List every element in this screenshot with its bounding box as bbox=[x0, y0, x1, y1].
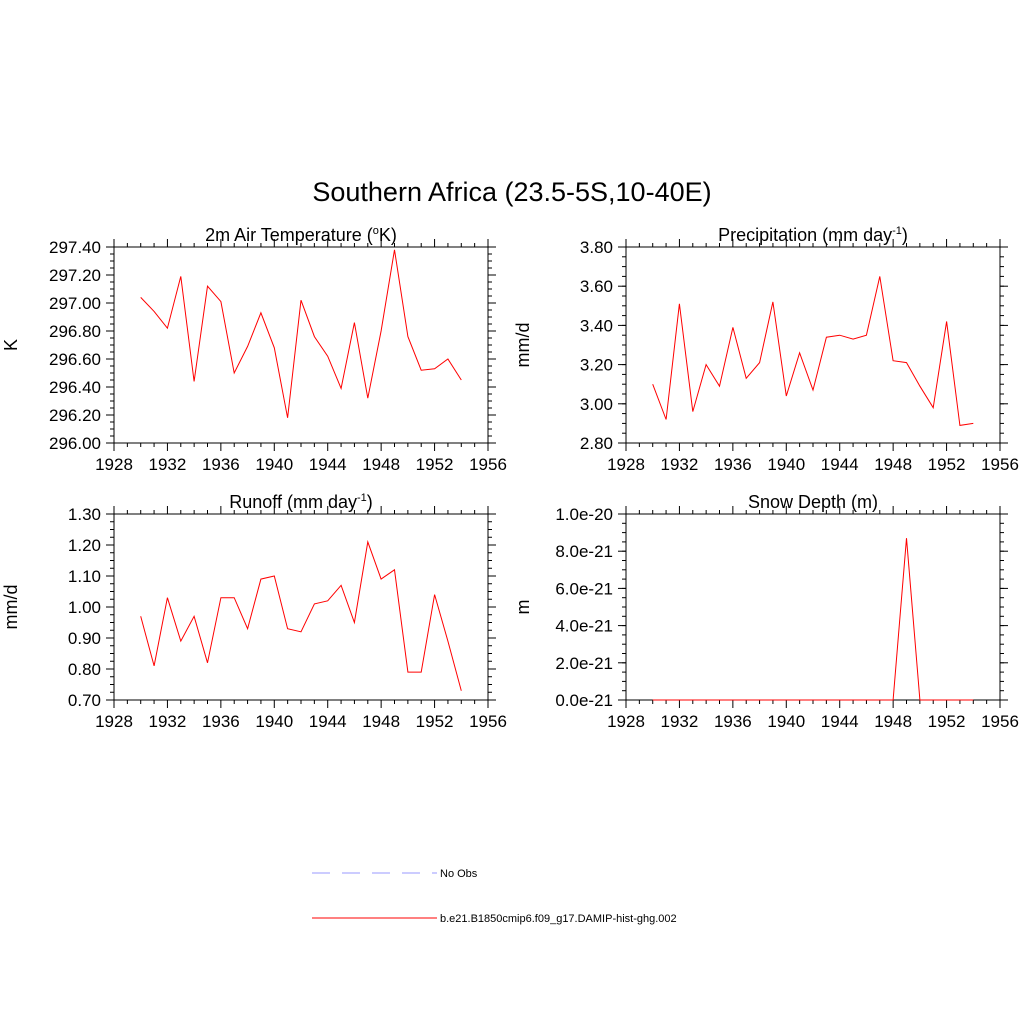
figure-title: Southern Africa (23.5-5S,10-40E) bbox=[312, 177, 711, 207]
y-axis-label: mm/d bbox=[513, 323, 533, 368]
panel-title-superscript: o bbox=[373, 225, 379, 237]
y-tick-label: 1.20 bbox=[68, 536, 101, 555]
series-line bbox=[140, 249, 462, 418]
y-tick-label: 297.00 bbox=[49, 294, 101, 313]
y-tick-label: 1.0e-20 bbox=[555, 505, 613, 524]
plot-frame bbox=[625, 246, 1001, 444]
x-tick-label: 1952 bbox=[928, 712, 966, 731]
y-tick-label: 0.70 bbox=[68, 691, 101, 710]
y-tick-label: 6.0e-21 bbox=[555, 579, 613, 598]
y-tick-label: 1.10 bbox=[68, 567, 101, 586]
x-tick-label: 1948 bbox=[362, 455, 400, 474]
panel-title-main: Runoff (mm day bbox=[229, 492, 357, 512]
panel-snow-depth: Snow Depth (m) 1928 1932 1936 1940 1944 1948 19… bbox=[513, 492, 1019, 731]
y-axis-label: K bbox=[1, 339, 21, 351]
y-tick-label: 8.0e-21 bbox=[555, 542, 613, 561]
x-tick-label: 1944 bbox=[309, 712, 347, 731]
y-tick-label: 296.40 bbox=[49, 378, 101, 397]
panel-title-main: Precipitation (mm day bbox=[718, 225, 892, 245]
panel-title: Precipitation (mm day-1) bbox=[718, 225, 908, 245]
x-tick-label: 1940 bbox=[255, 712, 293, 731]
x-tick-label: 1956 bbox=[981, 455, 1019, 474]
x-tick-label: 1928 bbox=[95, 712, 133, 731]
y-tick-label: 3.20 bbox=[580, 356, 613, 375]
x-tick-label: 1944 bbox=[821, 712, 859, 731]
panel-title-superscript: -1 bbox=[892, 225, 902, 237]
y-tick-label: 3.00 bbox=[580, 395, 613, 414]
panel-title-tail: K) bbox=[379, 225, 397, 245]
x-tick-label: 1944 bbox=[821, 455, 859, 474]
x-tick-label: 1956 bbox=[981, 712, 1019, 731]
y-tick-label: 3.40 bbox=[580, 316, 613, 335]
x-tick-label: 1948 bbox=[874, 712, 912, 731]
x-tick-label: 1956 bbox=[469, 455, 507, 474]
x-tick-label: 1932 bbox=[661, 455, 699, 474]
x-tick-label: 1928 bbox=[607, 712, 645, 731]
legend-label-model: b.e21.B1850cmip6.f09_g17.DAMIP-hist-ghg.… bbox=[440, 913, 677, 925]
panel-title-main: Snow Depth (m) bbox=[748, 492, 878, 512]
y-tick-label: 3.80 bbox=[580, 238, 613, 257]
plot-frame bbox=[113, 246, 489, 444]
x-tick-label: 1936 bbox=[202, 712, 240, 731]
x-tick-label: 1932 bbox=[149, 712, 187, 731]
x-tick-label: 1936 bbox=[714, 712, 752, 731]
legend: No Obs b.e21.B1850cmip6.f09_g17.DAMIP-hi… bbox=[312, 868, 677, 925]
x-tick-label: 1936 bbox=[202, 455, 240, 474]
y-tick-label: 296.20 bbox=[49, 406, 101, 425]
y-tick-label: 296.00 bbox=[49, 434, 101, 453]
panel-title: 2m Air Temperature (oK) bbox=[205, 225, 397, 245]
x-tick-label: 1936 bbox=[714, 455, 752, 474]
plot-frame bbox=[625, 513, 1001, 701]
y-tick-label: 1.00 bbox=[68, 598, 101, 617]
y-tick-label: 2.0e-21 bbox=[555, 654, 613, 673]
panel-title: Runoff (mm day-1) bbox=[229, 492, 373, 512]
y-tick-label: 296.80 bbox=[49, 322, 101, 341]
x-tick-label: 1932 bbox=[661, 712, 699, 731]
panel-runoff: Runoff (mm day-1) 1928 1932 1936 1940 1944 194… bbox=[1, 492, 507, 731]
y-tick-label: 0.0e-21 bbox=[555, 691, 613, 710]
panel-air-temperature: 2m Air Temperature (oK) 1928 1932 1936 1940 1… bbox=[1, 225, 507, 474]
x-tick-label: 1956 bbox=[469, 712, 507, 731]
series-line bbox=[652, 538, 974, 701]
x-tick-label: 1932 bbox=[149, 455, 187, 474]
y-tick-label: 4.0e-21 bbox=[555, 617, 613, 636]
panel-title-main: 2m Air Temperature ( bbox=[205, 225, 373, 245]
x-tick-label: 1940 bbox=[767, 455, 805, 474]
x-tick-label: 1952 bbox=[928, 455, 966, 474]
x-tick-label: 1940 bbox=[255, 455, 293, 474]
x-tick-label: 1928 bbox=[607, 455, 645, 474]
x-tick-label: 1928 bbox=[95, 455, 133, 474]
series-line bbox=[652, 276, 974, 426]
y-tick-label: 0.90 bbox=[68, 629, 101, 648]
x-tick-label: 1948 bbox=[362, 712, 400, 731]
panel-title-tail: ) bbox=[902, 225, 908, 245]
panel-title-superscript: -1 bbox=[357, 492, 367, 504]
panel-title-tail: ) bbox=[367, 492, 373, 512]
x-tick-label: 1952 bbox=[416, 455, 454, 474]
y-tick-label: 0.80 bbox=[68, 660, 101, 679]
y-tick-label: 297.20 bbox=[49, 266, 101, 285]
x-tick-label: 1948 bbox=[874, 455, 912, 474]
x-tick-label: 1940 bbox=[767, 712, 805, 731]
y-tick-label: 296.60 bbox=[49, 350, 101, 369]
y-tick-label: 2.80 bbox=[580, 434, 613, 453]
panel-precipitation: Precipitation (mm day-1) 1928 1932 1936 1940… bbox=[513, 225, 1019, 474]
panel-title: Snow Depth (m) bbox=[748, 492, 878, 512]
x-tick-label: 1944 bbox=[309, 455, 347, 474]
legend-label-no-obs: No Obs bbox=[440, 868, 478, 880]
series-line bbox=[140, 539, 462, 691]
y-tick-label: 1.30 bbox=[68, 505, 101, 524]
y-tick-label: 297.40 bbox=[49, 238, 101, 257]
y-axis-label: m bbox=[513, 600, 533, 615]
y-axis-label: mm/d bbox=[1, 585, 21, 630]
y-tick-label: 3.60 bbox=[580, 277, 613, 296]
x-tick-label: 1952 bbox=[416, 712, 454, 731]
